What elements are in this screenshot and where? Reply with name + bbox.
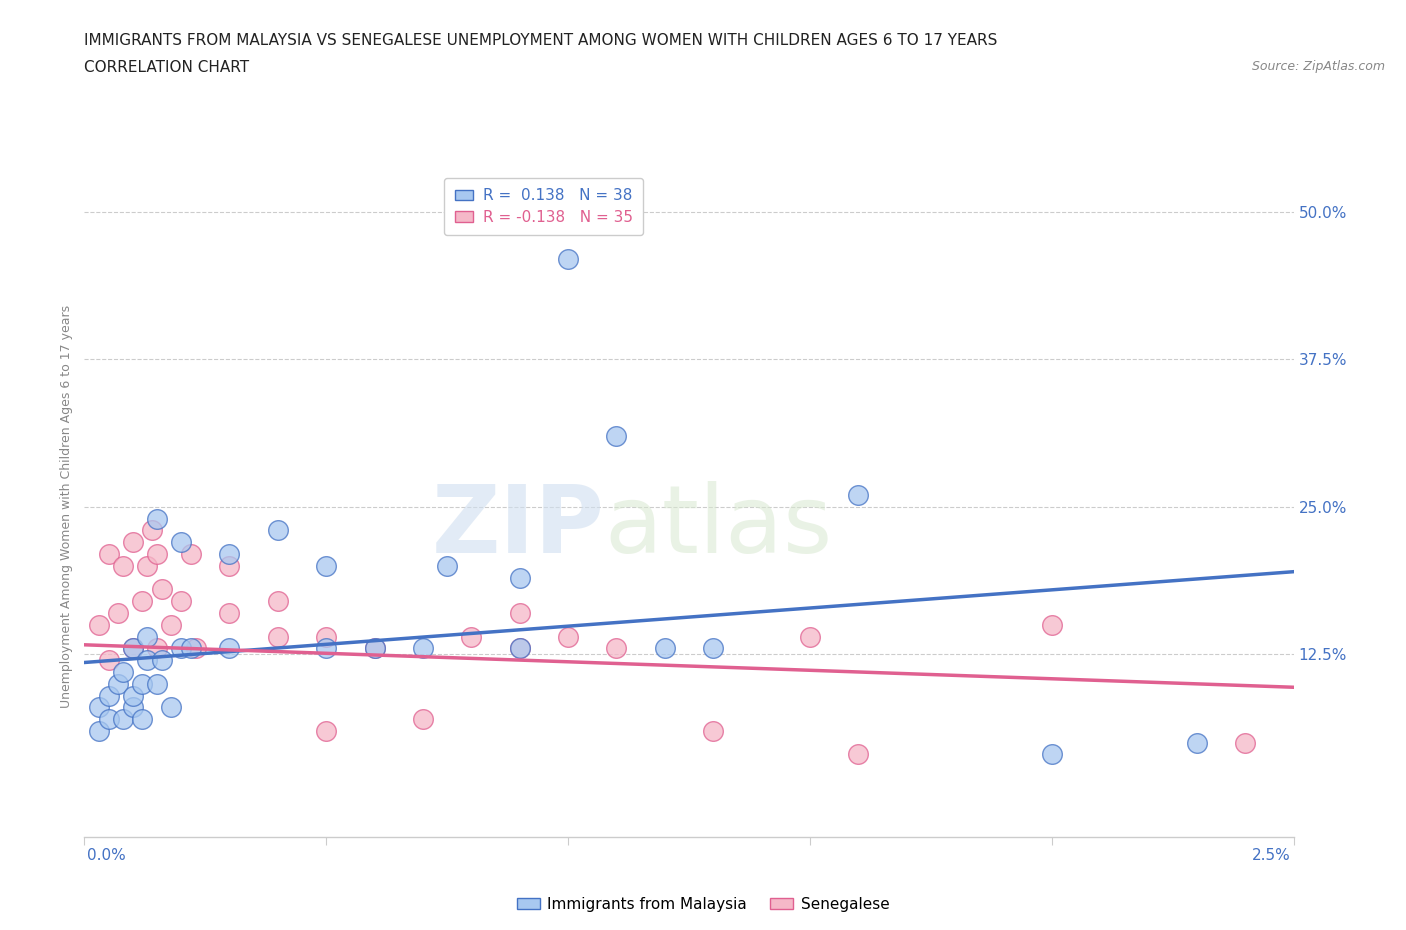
Point: [218, 605, 240, 620]
Text: atlas: atlas: [605, 481, 832, 573]
Point: [218, 558, 240, 573]
Point: [107, 605, 129, 620]
Point: [799, 629, 821, 644]
Point: [267, 629, 290, 644]
Point: [315, 724, 337, 738]
Point: [121, 700, 143, 715]
Point: [97, 653, 120, 668]
Text: 2.5%: 2.5%: [1251, 848, 1291, 863]
Point: [131, 711, 153, 726]
Point: [267, 593, 290, 608]
Point: [218, 547, 240, 562]
Point: [146, 676, 169, 691]
Point: [702, 724, 724, 738]
Point: [141, 523, 163, 538]
Point: [557, 252, 579, 267]
Point: [150, 653, 173, 668]
Point: [170, 535, 193, 550]
Point: [146, 641, 169, 656]
Point: [121, 535, 143, 550]
Point: [1040, 618, 1063, 632]
Point: [180, 547, 202, 562]
Point: [112, 664, 135, 679]
Point: [136, 653, 159, 668]
Point: [363, 641, 385, 656]
Point: [131, 593, 153, 608]
Point: [315, 558, 337, 573]
Point: [412, 641, 434, 656]
Point: [150, 582, 173, 597]
Point: [315, 641, 337, 656]
Point: [363, 641, 385, 656]
Point: [160, 700, 183, 715]
Point: [267, 523, 290, 538]
Legend: R =  0.138   N = 38, R = -0.138   N = 35: R = 0.138 N = 38, R = -0.138 N = 35: [444, 178, 644, 235]
Point: [1040, 747, 1063, 762]
Point: [131, 676, 153, 691]
Point: [180, 641, 202, 656]
Point: [460, 629, 482, 644]
Point: [97, 688, 120, 703]
Point: [1185, 736, 1208, 751]
Point: [170, 593, 193, 608]
Text: IMMIGRANTS FROM MALAYSIA VS SENEGALESE UNEMPLOYMENT AMONG WOMEN WITH CHILDREN AG: IMMIGRANTS FROM MALAYSIA VS SENEGALESE U…: [84, 33, 998, 47]
Point: [702, 641, 724, 656]
Point: [557, 629, 579, 644]
Point: [87, 724, 110, 738]
Legend: Immigrants from Malaysia, Senegalese: Immigrants from Malaysia, Senegalese: [510, 891, 896, 918]
Point: [136, 558, 159, 573]
Point: [97, 711, 120, 726]
Point: [136, 629, 159, 644]
Point: [509, 641, 531, 656]
Point: [412, 711, 434, 726]
Point: [605, 641, 627, 656]
Point: [846, 487, 869, 502]
Point: [87, 618, 110, 632]
Point: [87, 700, 110, 715]
Point: [1234, 736, 1257, 751]
Point: [146, 547, 169, 562]
Point: [605, 429, 627, 444]
Point: [218, 641, 240, 656]
Point: [170, 641, 193, 656]
Point: [97, 547, 120, 562]
Point: [315, 629, 337, 644]
Text: 0.0%: 0.0%: [87, 848, 127, 863]
Point: [121, 688, 143, 703]
Point: [146, 512, 169, 526]
Point: [160, 618, 183, 632]
Point: [509, 570, 531, 585]
Point: [509, 641, 531, 656]
Text: Source: ZipAtlas.com: Source: ZipAtlas.com: [1251, 60, 1385, 73]
Y-axis label: Unemployment Among Women with Children Ages 6 to 17 years: Unemployment Among Women with Children A…: [60, 305, 73, 709]
Point: [654, 641, 676, 656]
Point: [107, 676, 129, 691]
Point: [112, 711, 135, 726]
Point: [112, 558, 135, 573]
Point: [846, 747, 869, 762]
Point: [509, 605, 531, 620]
Point: [436, 558, 458, 573]
Text: CORRELATION CHART: CORRELATION CHART: [84, 60, 249, 75]
Point: [121, 641, 143, 656]
Text: ZIP: ZIP: [432, 481, 605, 573]
Point: [184, 641, 207, 656]
Point: [121, 641, 143, 656]
